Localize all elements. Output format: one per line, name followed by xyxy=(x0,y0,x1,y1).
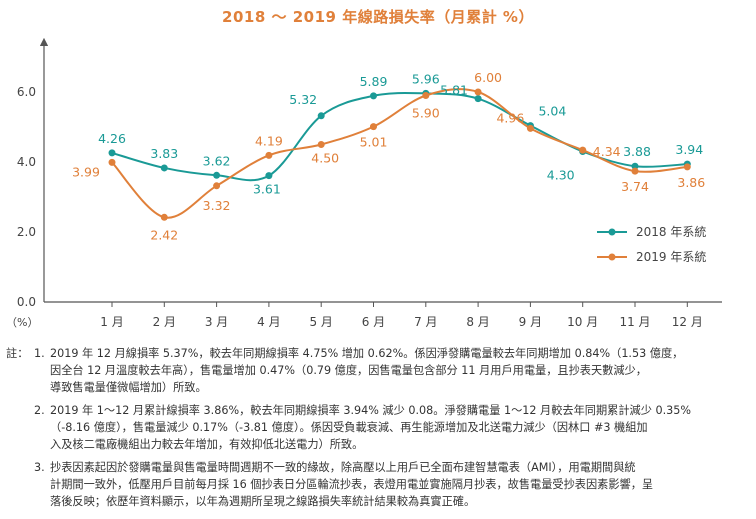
data-label: 4.96 xyxy=(496,110,524,125)
note-line: 導致售電量僅微幅增加）所致。 xyxy=(50,381,207,394)
data-point xyxy=(108,149,116,157)
x-tick-label: 6 月 xyxy=(362,315,385,329)
x-tick-label: 3 月 xyxy=(205,315,228,329)
note-line: 計期間一致外，低壓用戶目前每月採 16 個抄表日分區輪流抄表，表燈用電並實施隔月… xyxy=(50,478,654,491)
data-label: 5.32 xyxy=(289,92,317,107)
data-label: 3.32 xyxy=(203,198,231,213)
x-tick-label: 8 月 xyxy=(466,315,489,329)
data-point xyxy=(631,162,639,170)
x-tick-label: 12 月 xyxy=(672,315,703,329)
data-label: 5.01 xyxy=(360,135,388,150)
data-point xyxy=(474,88,482,96)
x-tick-label: 5 月 xyxy=(309,315,332,329)
data-label: 5.96 xyxy=(412,71,440,86)
note-number: 3. xyxy=(34,461,45,474)
data-label: 3.86 xyxy=(677,175,705,190)
y-tick-label: 0.0 xyxy=(17,295,36,309)
notes-prefix: 註： xyxy=(6,347,29,360)
note-line: 入及核二電廠機組出力較去年增加，有效抑低北送電力）所致。 xyxy=(50,438,364,451)
x-tick-label: 9 月 xyxy=(519,315,542,329)
note-number: 2. xyxy=(34,404,45,417)
y-unit-label: （%） xyxy=(6,316,38,329)
note-line: 2019 年 1～12 月累計線損率 3.86%，較去年同期線損率 3.94% … xyxy=(50,404,692,417)
data-label: 4.50 xyxy=(311,151,339,166)
legend-label: 2019 年系統 xyxy=(636,250,706,264)
series-line-1 xyxy=(111,91,688,182)
note-line: 因全台 12 月溫度較去年高），售電量增加 0.47%（0.79 億度，因售電量… xyxy=(50,364,647,377)
data-point xyxy=(370,92,377,100)
data-label: 5.90 xyxy=(412,106,440,121)
data-label: 6.00 xyxy=(474,70,502,85)
legend-marker xyxy=(608,228,616,236)
y-ticks: 0.0 2.0 4.0 6.0 xyxy=(17,85,36,309)
data-point xyxy=(526,124,534,132)
note-line: 2019 年 12 月線損率 5.37%，較去年同期線損率 4.75% 增加 0… xyxy=(50,347,684,360)
note-line: 落後反映；依歷年資料顯示，以年為週期所呈現之線路損失率統計結果較為真實正確。 xyxy=(50,495,476,508)
data-point xyxy=(317,112,325,120)
note-number: 1. xyxy=(34,347,45,360)
legend-label: 2018 年系統 xyxy=(636,225,706,239)
data-label: 5.04 xyxy=(538,104,566,119)
data-label: 4.19 xyxy=(255,133,283,148)
y-tick-label: 2.0 xyxy=(17,225,36,239)
data-label: 4.34 xyxy=(593,144,621,159)
data-label: 3.74 xyxy=(621,179,649,194)
data-point xyxy=(213,182,221,190)
note-3: 3. 抄表因素起因於發購電量與售電量時間週期不一致的緣故，除高壓以上用戶已全面布… xyxy=(34,459,751,510)
note-2: 2. 2019 年 1～12 月累計線損率 3.86%，較去年同期線損率 3.9… xyxy=(34,402,751,453)
note-line: 抄表因素起因於發購電量與售電量時間週期不一致的緣故，除高壓以上用戶已全面布建智慧… xyxy=(50,461,636,474)
y-tick-label: 6.0 xyxy=(17,85,36,99)
series-layer xyxy=(108,88,691,221)
data-point xyxy=(683,163,691,171)
data-label: 4.26 xyxy=(98,131,126,146)
data-point xyxy=(108,158,116,166)
data-labels: 4.26 3.83 3.62 3.61 5.32 5.89 5.965.81 5.04 4.30… xyxy=(72,70,705,242)
legend: 2018 年系統 2019 年系統 xyxy=(597,225,706,264)
data-point xyxy=(265,151,273,159)
x-tick-label: 11 月 xyxy=(619,315,650,329)
data-label: 4.30 xyxy=(547,168,575,183)
data-point xyxy=(160,164,168,172)
data-point xyxy=(160,213,168,221)
y-tick-label: 4.0 xyxy=(17,155,36,169)
data-point xyxy=(579,146,587,154)
data-point xyxy=(631,167,639,175)
data-label: 3.99 xyxy=(72,164,100,179)
data-label: 3.83 xyxy=(150,146,178,161)
data-point xyxy=(370,123,377,131)
data-label: 3.88 xyxy=(623,144,651,159)
data-label: 5.89 xyxy=(360,74,388,89)
x-tick-label: 10 月 xyxy=(567,315,598,329)
x-tick-label: 2 月 xyxy=(153,315,176,329)
note-1: 1. 2019 年 12 月線損率 5.37%，較去年同期線損率 4.75% 增… xyxy=(34,345,751,396)
legend-marker xyxy=(608,253,616,261)
x-tick-label: 7 月 xyxy=(414,315,437,329)
data-point xyxy=(422,92,430,99)
data-point xyxy=(474,95,482,103)
x-tick-label: 4 月 xyxy=(257,315,280,329)
chart-title: 2018 ～ 2019 年線路損失率（月累計 %） xyxy=(222,8,534,26)
data-label: 3.61 xyxy=(253,182,281,197)
data-point xyxy=(213,171,221,179)
data-point xyxy=(265,172,273,180)
data-label: 5.81 xyxy=(440,83,468,98)
note-line: （-8.16 億度），售電量減少 0.17%（-3.81 億度）。係因受負載衰減… xyxy=(50,421,648,434)
data-label: 2.42 xyxy=(150,227,178,242)
data-point xyxy=(317,141,325,148)
data-label: 3.94 xyxy=(675,142,703,157)
line-chart: 0.0 2.0 4.0 6.0 （%） 1 月 2 月 3 月 4 月 5 月 6 月 7 月 8 … xyxy=(6,37,722,329)
x-ticks: 1 月 2 月 3 月 4 月 5 月 6 月 7 月 8 月 9 月 10 月 11 月 12 月 xyxy=(100,302,703,329)
data-label: 3.62 xyxy=(203,153,231,168)
axes xyxy=(39,37,722,303)
x-tick-label: 1 月 xyxy=(100,315,123,329)
